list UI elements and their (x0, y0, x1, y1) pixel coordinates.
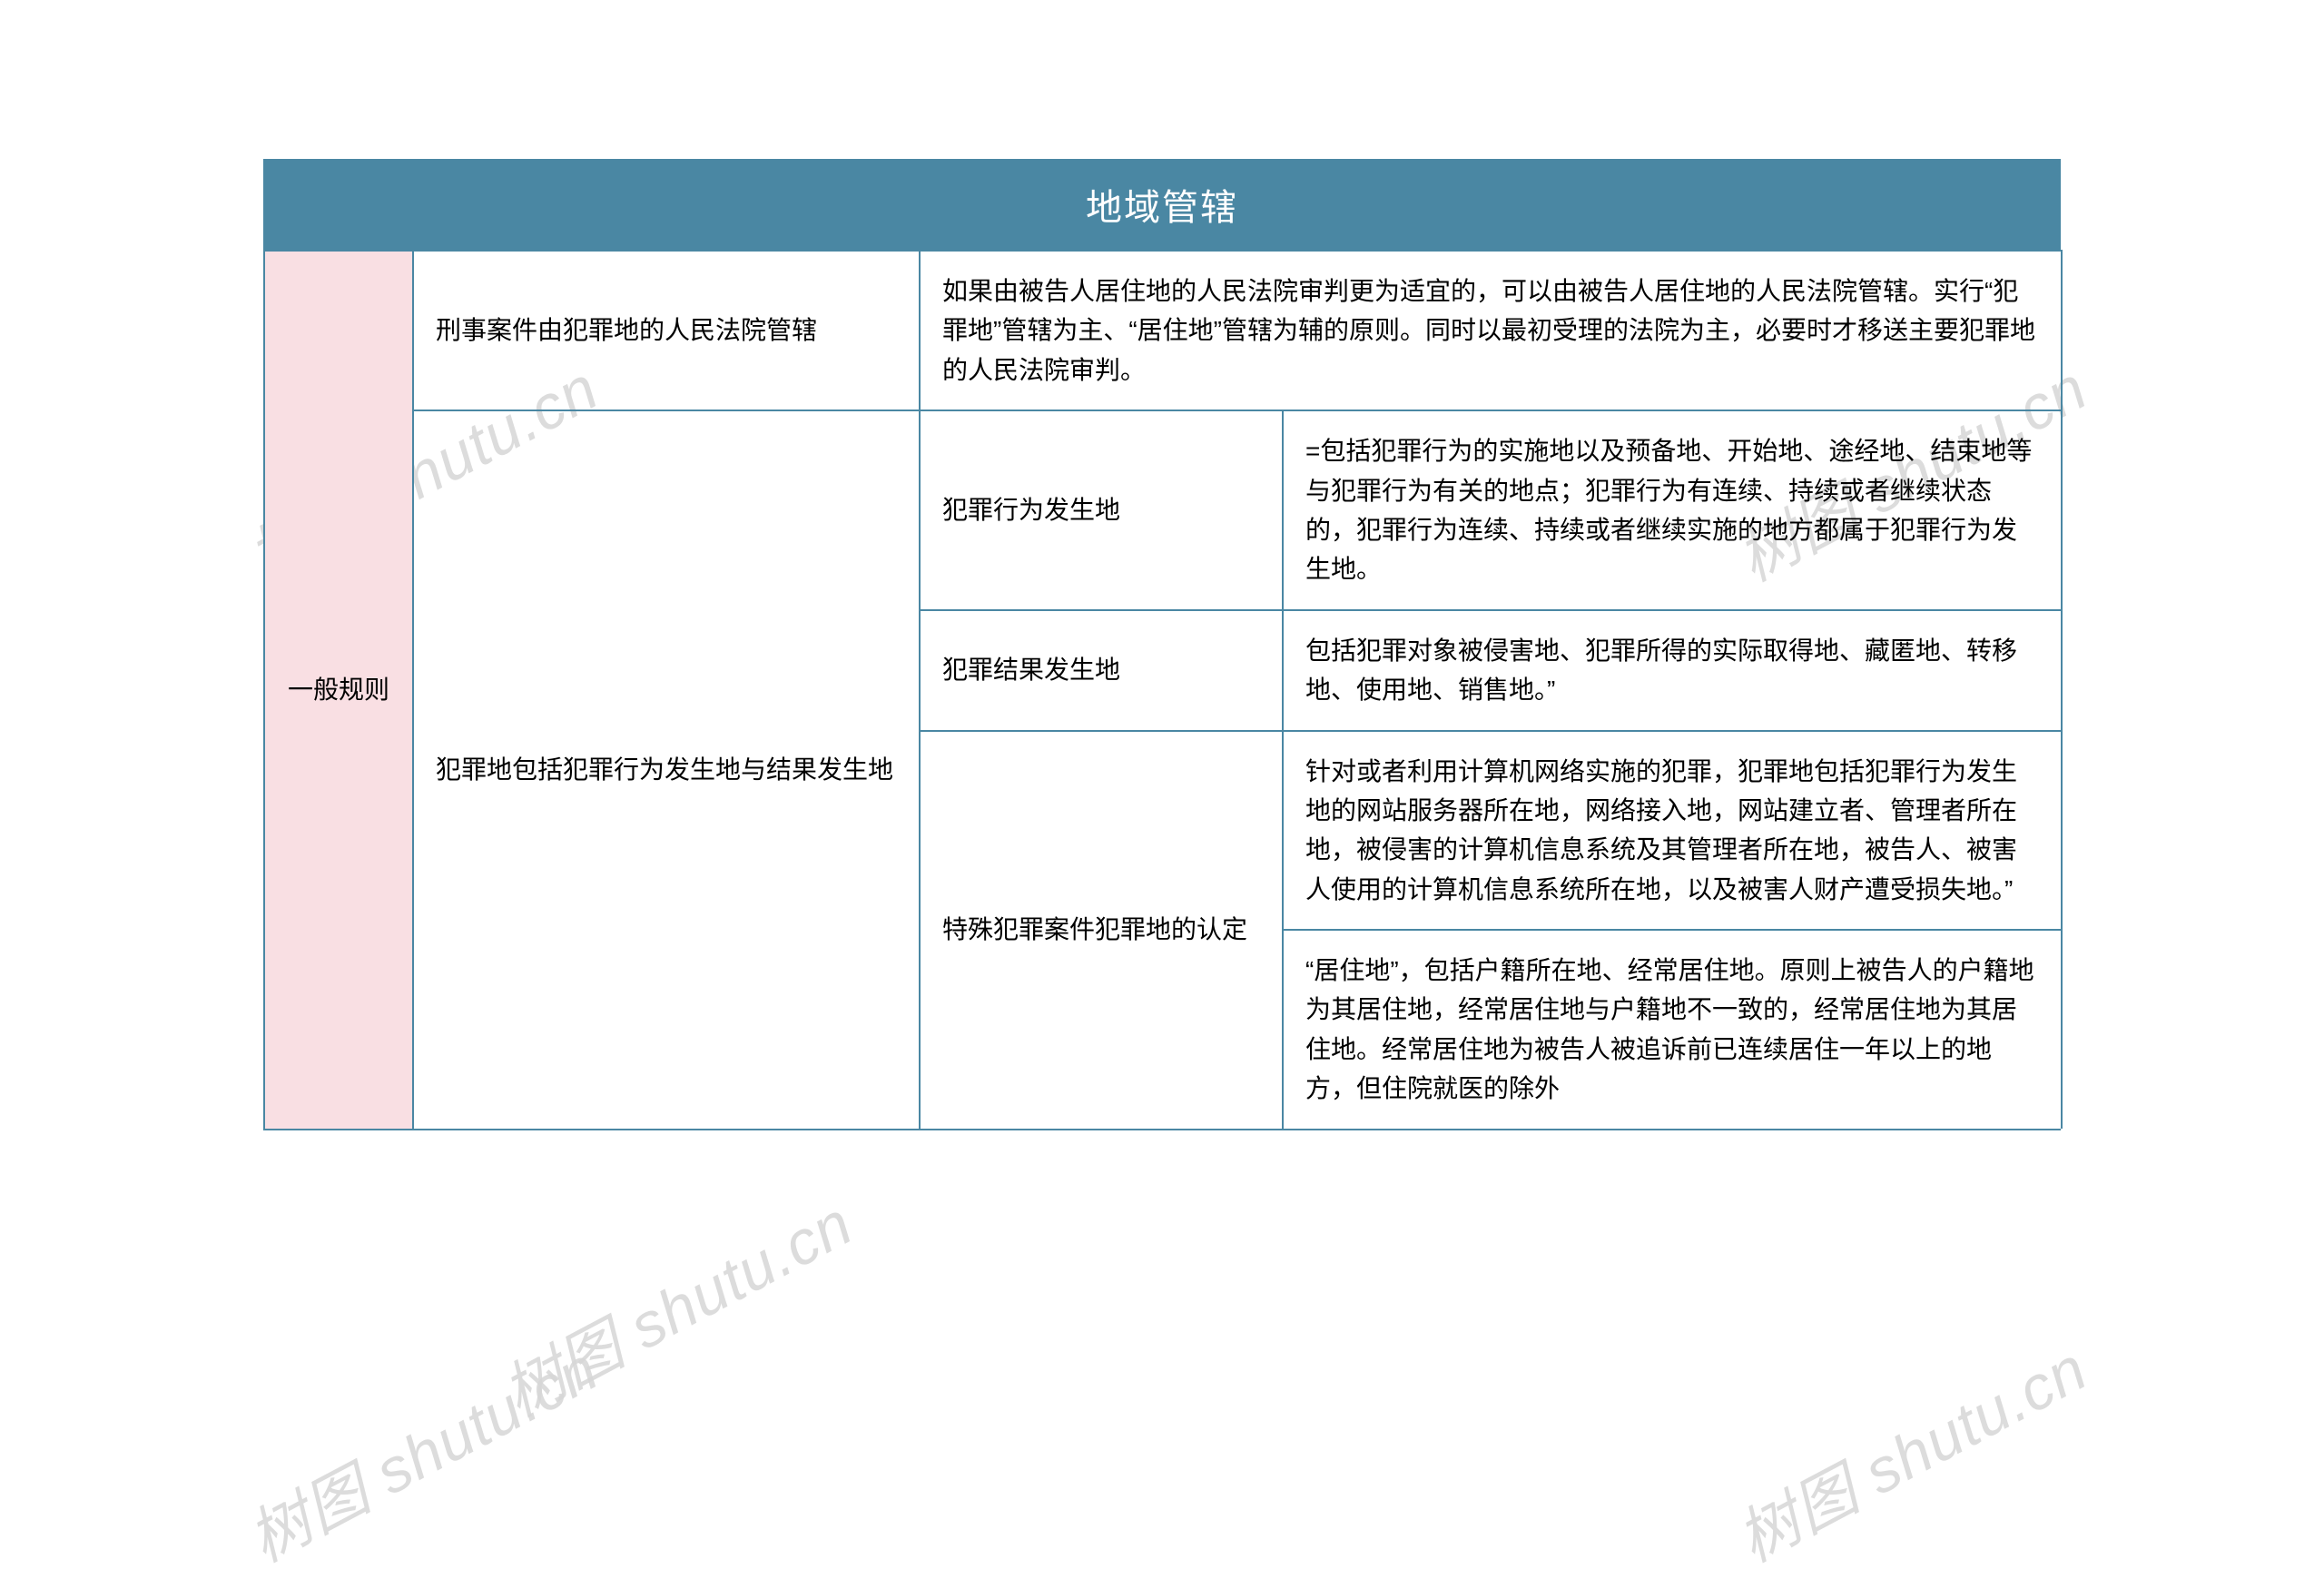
section2-merged-col4b: “居住地”，包括户籍所在地、经常居住地。原则上被告人的户籍地为其居住地，经常居住… (1284, 929, 2063, 1129)
section2-merged-col3: 特殊犯罪案件犯罪地的认定 (921, 730, 1284, 1129)
section2-row1-col4: =包括犯罪行为的实施地以及预备地、开始地、途经地、结束地等与犯罪行为有关的地点；… (1284, 410, 2063, 609)
watermark: 树图 shutu.cn (231, 1319, 612, 1579)
watermark: 树图 shutu.cn (1719, 1319, 2101, 1579)
section2-row2-col4: 包括犯罪对象被侵害地、犯罪所得的实际取得地、藏匿地、转移地、使用地、销售地。” (1284, 609, 2063, 730)
watermark: 树图 shutu.cn (485, 1174, 866, 1434)
diagram-header: 地域管辖 (263, 159, 2061, 250)
col1-general-rules: 一般规则 (265, 250, 414, 1129)
section2-merged-col4a: 针对或者利用计算机网络实施的犯罪，犯罪地包括犯罪行为发生地的网站服务器所在地，网… (1284, 730, 2063, 930)
section2-row2-col3: 犯罪结果发生地 (921, 609, 1284, 730)
section2-row1-col3: 犯罪行为发生地 (921, 410, 1284, 609)
diagram-grid: 一般规则 刑事案件由犯罪地的人民法院管辖 如果由被告人居住地的人民法院审判更为适… (263, 250, 2061, 1130)
section2-col2: 犯罪地包括犯罪行为发生地与结果发生地 (414, 410, 921, 1128)
section1-col34: 如果由被告人居住地的人民法院审判更为适宜的，可以由被告人居住地的人民法院管辖。实… (921, 250, 2063, 410)
section1-col2: 刑事案件由犯罪地的人民法院管辖 (414, 250, 921, 410)
diagram-canvas: 地域管辖 一般规则 刑事案件由犯罪地的人民法院管辖 如果由被告人居住地的人民法院… (263, 159, 2061, 1130)
